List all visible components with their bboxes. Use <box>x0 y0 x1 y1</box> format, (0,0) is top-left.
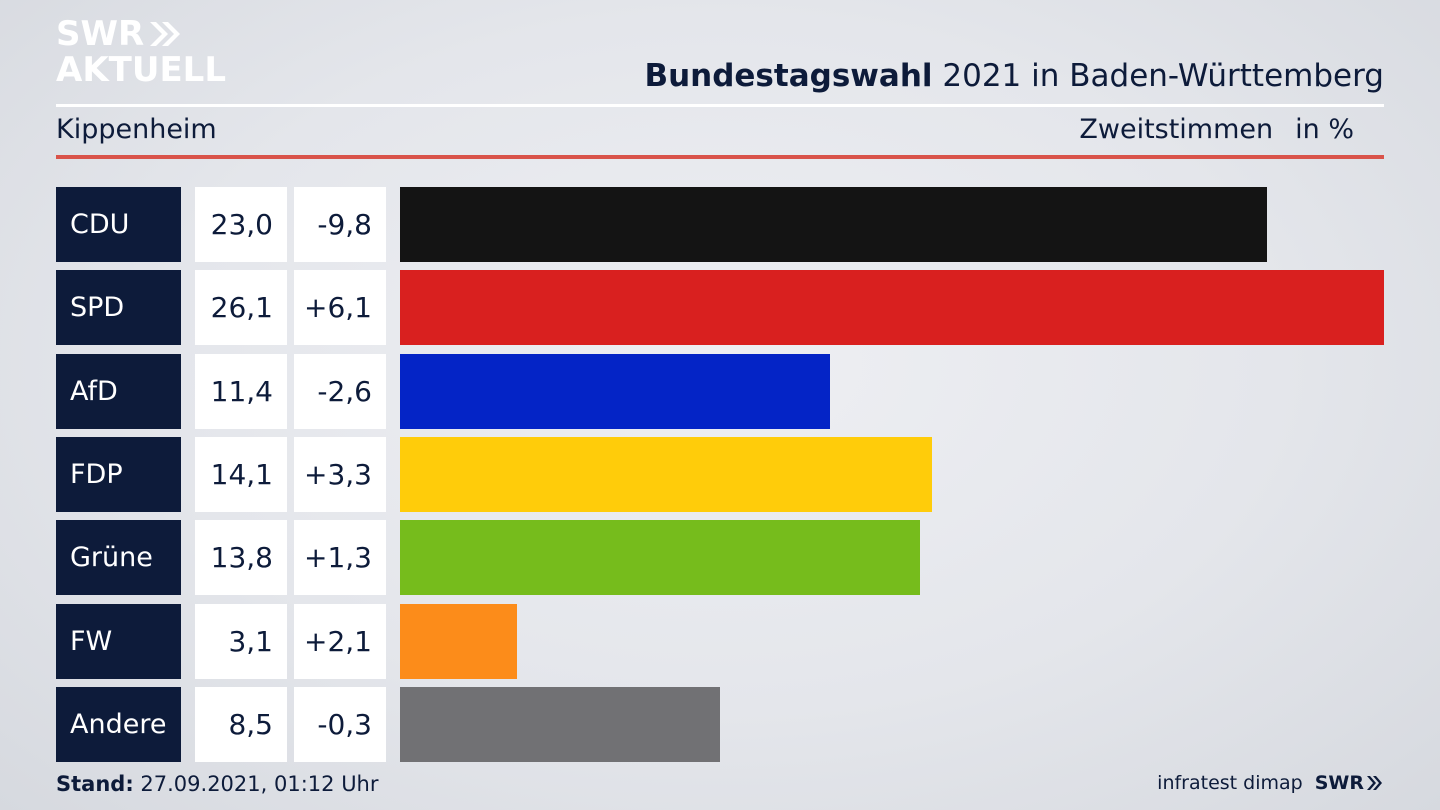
change-label: +1,3 <box>294 520 386 596</box>
accent-divider <box>56 155 1384 159</box>
logo-aktuell-text: AKTUELL <box>56 50 227 90</box>
vote-share-label: 8,5 <box>195 686 287 762</box>
bar-grüne <box>400 520 920 596</box>
double-chevron-icon <box>150 22 181 46</box>
vote-share-label: 13,8 <box>195 520 287 596</box>
chart-row: Andere 8,5 -0,3 <box>56 686 1384 762</box>
party-label: FDP <box>56 436 181 512</box>
chart-row: CDU 23,0 -9,8 <box>56 187 1384 262</box>
bar-cdu <box>400 187 1267 262</box>
party-label: SPD <box>56 270 181 346</box>
municipality-name: Kippenheim <box>56 114 217 145</box>
unit-label: in % <box>1295 114 1354 145</box>
bar-andere <box>400 686 720 762</box>
chart-meta: Zweitstimmen in % <box>1079 114 1354 145</box>
swr-brand: SWR <box>1315 772 1384 794</box>
vote-type-label: Zweitstimmen <box>1079 114 1274 145</box>
vote-share-label: 23,0 <box>195 187 287 262</box>
chart-row: SPD 26,1 +6,1 <box>56 270 1384 346</box>
change-label: +3,3 <box>294 436 386 512</box>
bar-fdp <box>400 436 932 512</box>
title-bold: Bundestagswahl <box>644 58 933 94</box>
change-label: +6,1 <box>294 270 386 346</box>
change-label: -0,3 <box>294 686 386 762</box>
party-label: CDU <box>56 187 181 262</box>
bar-spd <box>400 270 1384 346</box>
header-divider <box>56 104 1384 107</box>
chart-row: FDP 14,1 +3,3 <box>56 436 1384 512</box>
chart-title: Bundestagswahl 2021 in Baden-Württemberg <box>644 58 1384 94</box>
timestamp: Stand: 27.09.2021, 01:12 Uhr <box>56 772 379 796</box>
bar-fw <box>400 603 517 679</box>
chart-row: AfD 11,4 -2,6 <box>56 353 1384 429</box>
party-label: FW <box>56 603 181 679</box>
source-text: infratest dimap <box>1157 772 1303 794</box>
vote-share-label: 3,1 <box>195 603 287 679</box>
change-label: -2,6 <box>294 353 386 429</box>
source-credit: infratest dimap SWR <box>1157 772 1384 794</box>
swr-brand-text: SWR <box>1314 772 1364 794</box>
vote-share-label: 26,1 <box>195 270 287 346</box>
swr-aktuell-logo: SWR AKTUELL <box>56 16 226 88</box>
party-label: AfD <box>56 353 181 429</box>
party-label: Andere <box>56 686 181 762</box>
chart-row: Grüne 13,8 +1,3 <box>56 520 1384 596</box>
stand-label: Stand: <box>56 772 134 796</box>
title-rest: 2021 in Baden-Württemberg <box>942 58 1384 94</box>
bar-afd <box>400 353 830 429</box>
change-label: -9,8 <box>294 187 386 262</box>
stand-value: 27.09.2021, 01:12 Uhr <box>140 772 379 796</box>
chart-row: FW 3,1 +2,1 <box>56 603 1384 679</box>
double-chevron-icon <box>1367 776 1382 790</box>
logo-swr-text: SWR <box>56 14 145 54</box>
change-label: +2,1 <box>294 603 386 679</box>
vote-share-label: 11,4 <box>195 353 287 429</box>
party-label: Grüne <box>56 520 181 596</box>
vote-share-label: 14,1 <box>195 436 287 512</box>
